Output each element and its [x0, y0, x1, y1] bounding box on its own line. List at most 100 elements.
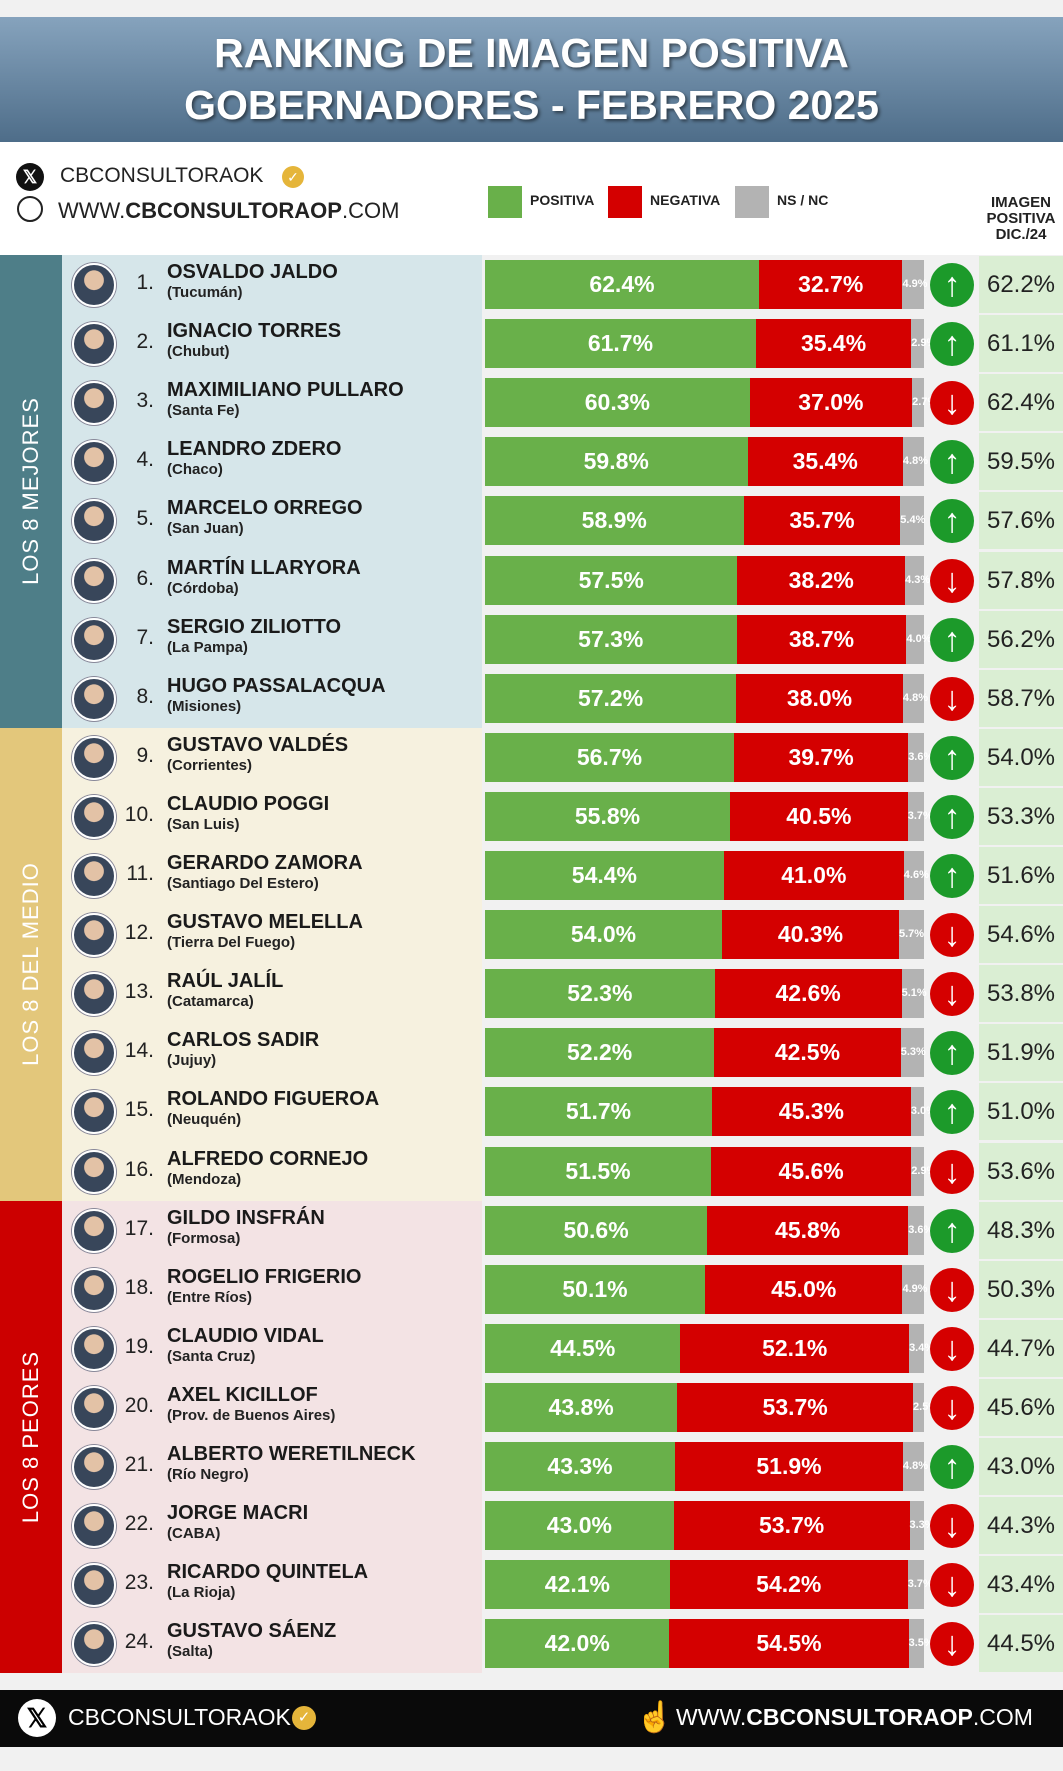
province: (Tucumán) [167, 284, 243, 301]
photo [72, 617, 116, 662]
trend-icon: ↓ [930, 1385, 974, 1430]
rank: 10. [124, 802, 154, 826]
rank: 15. [124, 1098, 154, 1122]
value-label: 3.4% [909, 1341, 935, 1354]
rank: 17. [124, 1216, 154, 1240]
value-label: 5.4% [900, 514, 926, 527]
handle: CBCONSULTORAOK [68, 1704, 291, 1730]
verified-badge: ✓ [282, 166, 304, 188]
value-label: 42.1% [544, 1571, 611, 1598]
row-bg [979, 492, 1063, 550]
bar-segment [485, 1028, 715, 1078]
name: GUSTAVO MELELLA [167, 911, 363, 934]
website: WWW.CBCONSULTORAOP.COM [676, 1704, 1033, 1731]
row-bg [979, 256, 1063, 314]
bar-segment [711, 1087, 911, 1137]
dic24-value: 61.1% [986, 330, 1056, 358]
dic24-value: 51.0% [986, 1098, 1056, 1126]
province: (Chubut) [167, 343, 230, 361]
photo [72, 1563, 116, 1608]
bar-segment [485, 1087, 712, 1137]
dic24-value: 51.6% [986, 862, 1056, 889]
photo [72, 1326, 116, 1371]
value-label: 4.3% [905, 573, 931, 586]
photo [72, 1267, 116, 1312]
value-label: 52.1% [762, 1334, 828, 1361]
value-label: 39.7% [788, 743, 854, 770]
bar-segment [485, 260, 759, 310]
trend-icon: ↓ [930, 972, 974, 1017]
trend-icon: ↑ [930, 794, 974, 839]
trend-icon: ↓ [930, 1563, 974, 1608]
legend-swatch [488, 186, 522, 218]
rank: 24. [124, 1630, 154, 1654]
photo [72, 794, 116, 839]
bar-segment [908, 1205, 924, 1255]
title: GOBERNADORES - FEBRERO 2025 [184, 82, 879, 128]
bar-segment [900, 496, 924, 546]
photo [72, 322, 116, 367]
province: (Entre Ríos) [167, 1288, 253, 1306]
value-label: 3.6% [908, 1223, 934, 1236]
name: GERARDO ZAMORA [167, 852, 363, 874]
trend-icon: ↓ [930, 558, 974, 603]
province: (Chaco) [167, 461, 223, 479]
bar-segment [485, 732, 734, 782]
bar-segment [485, 1382, 678, 1432]
rank: 16. [124, 1157, 154, 1181]
province: (Tierra Del Fuego) [167, 934, 296, 952]
row-bg [979, 374, 1063, 432]
trend-icon: ↑ [930, 617, 974, 662]
value-label: 61.7% [587, 330, 654, 357]
value-label: 57.3% [578, 625, 644, 652]
rank: 8. [136, 684, 154, 708]
value-label: 4.6% [903, 869, 929, 881]
photo [72, 1149, 116, 1194]
province: (Santa Cruz) [167, 1347, 256, 1365]
group-label: LOS 8 PEORES [18, 1350, 43, 1524]
group-band [0, 255, 62, 728]
value-label: 50.1% [562, 1275, 628, 1302]
name: GUSTAVO SÁENZ [167, 1620, 337, 1643]
rank: 14. [124, 1039, 154, 1063]
value-label: 3.0% [910, 1105, 936, 1118]
rank: 6. [136, 566, 154, 590]
value-label: 54.4% [571, 862, 638, 888]
dic24-value: 53.3% [986, 802, 1056, 830]
value-label: 52.3% [567, 980, 633, 1007]
footer-band [0, 1690, 1063, 1747]
row-bg [979, 1201, 1063, 1259]
header-band [0, 17, 1063, 142]
bar-segment [707, 1205, 909, 1255]
trend-icon: ↓ [930, 1326, 974, 1371]
name: ALFREDO CORNEJO [167, 1147, 369, 1170]
name: IGNACIO TORRES [167, 320, 342, 343]
dic24-value: 59.5% [986, 448, 1056, 476]
row-bg [979, 1319, 1063, 1377]
bar-segment [485, 791, 730, 841]
bar-segment [908, 732, 924, 782]
value-label: 32.7% [798, 271, 864, 297]
row-bg [979, 551, 1063, 609]
dic24-value: 48.3% [986, 1216, 1056, 1244]
trend-icon: ↑ [930, 440, 974, 485]
photo [72, 972, 116, 1017]
value-label: 35.4% [800, 330, 867, 357]
value-label: 53.7% [762, 1393, 828, 1420]
trend-icon: ↑ [930, 1445, 974, 1489]
value-label: 4.8% [902, 1460, 928, 1472]
rank: 22. [124, 1512, 154, 1536]
value-label: 54.0% [570, 921, 637, 948]
value-label: 59.8% [583, 448, 649, 475]
value-label: 52.2% [566, 1039, 633, 1066]
bar-segment [737, 555, 906, 605]
value-label: 43.3% [547, 1453, 613, 1479]
trend-icon: ↑ [930, 1090, 974, 1135]
photo [72, 913, 116, 958]
bar-segment [485, 1146, 712, 1196]
rank: 3. [136, 389, 154, 413]
photo [72, 1445, 116, 1489]
value-label: 40.5% [786, 802, 852, 829]
value-label: 57.2% [577, 684, 644, 711]
photo [72, 1031, 116, 1076]
